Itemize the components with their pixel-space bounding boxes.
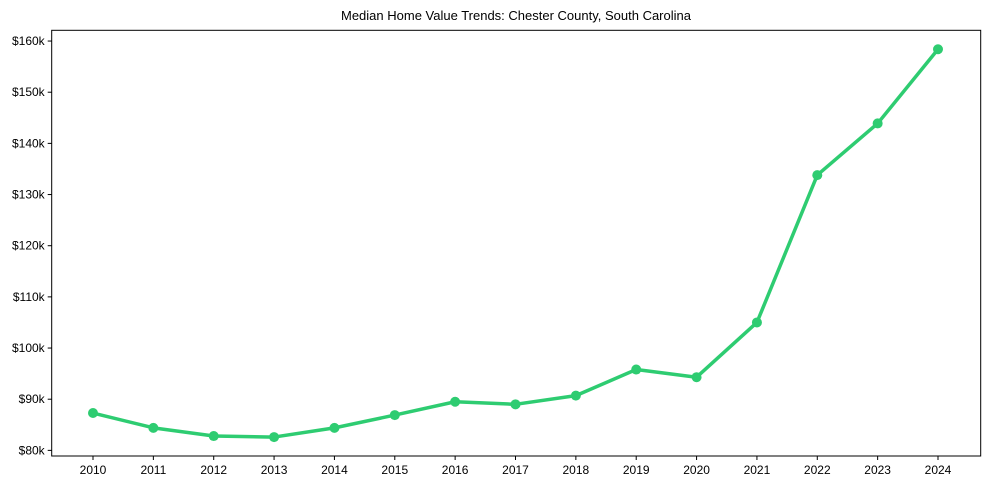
x-tick-label: 2016 — [442, 463, 469, 477]
y-tick-label: $80k — [19, 443, 46, 457]
data-point — [872, 118, 883, 129]
data-point — [510, 399, 521, 410]
x-tick-label: 2018 — [563, 463, 590, 477]
y-tick-label: $130k — [12, 188, 46, 202]
data-point — [751, 317, 762, 328]
x-tick-label: 2010 — [80, 463, 107, 477]
data-point — [329, 422, 340, 433]
data-point — [570, 390, 581, 401]
series-line — [92, 48, 940, 439]
x-tick-label: 2023 — [864, 463, 891, 477]
x-tick-label: 2022 — [804, 463, 831, 477]
x-tick-label: 2013 — [261, 463, 288, 477]
data-point — [450, 396, 461, 407]
x-tick-label: 2020 — [683, 463, 710, 477]
x-tick-label: 2017 — [502, 463, 529, 477]
data-point — [389, 410, 400, 421]
data-point — [88, 408, 98, 419]
data-point — [269, 432, 280, 443]
plot-frame — [51, 29, 982, 457]
y-tick-label: $100k — [12, 341, 46, 355]
x-tick-label: 2014 — [321, 463, 348, 477]
y-axis: $80k $90k $100k $110k $120k $130k $140k $150k $1… — [12, 34, 52, 457]
data-point — [631, 364, 642, 375]
x-tick-label: 2012 — [200, 463, 227, 477]
y-tick-label: $160k — [12, 34, 46, 48]
x-tick-label: 2015 — [381, 463, 408, 477]
y-tick-label: $110k — [13, 290, 46, 304]
data-point — [933, 44, 943, 55]
data-point — [691, 372, 702, 383]
y-tick-label: $120k — [12, 239, 46, 253]
data-point — [148, 422, 159, 433]
data-point — [208, 431, 219, 442]
x-tick-label: 2024 — [925, 463, 952, 477]
y-tick-label: $140k — [12, 136, 46, 150]
series-median-home-value — [88, 44, 943, 443]
x-axis: 2010 2011 2012 2013 2014 2015 2016 2017 2018 2019… — [80, 456, 952, 477]
y-tick-label: $150k — [12, 85, 46, 99]
x-tick-label: 2021 — [744, 463, 771, 477]
x-tick-label: 2019 — [623, 463, 650, 477]
data-point — [812, 170, 823, 181]
x-tick-label: 2011 — [140, 463, 166, 477]
chart-title: Median Home Value Trends: Chester County… — [341, 8, 692, 23]
y-tick-label: $90k — [19, 392, 46, 406]
